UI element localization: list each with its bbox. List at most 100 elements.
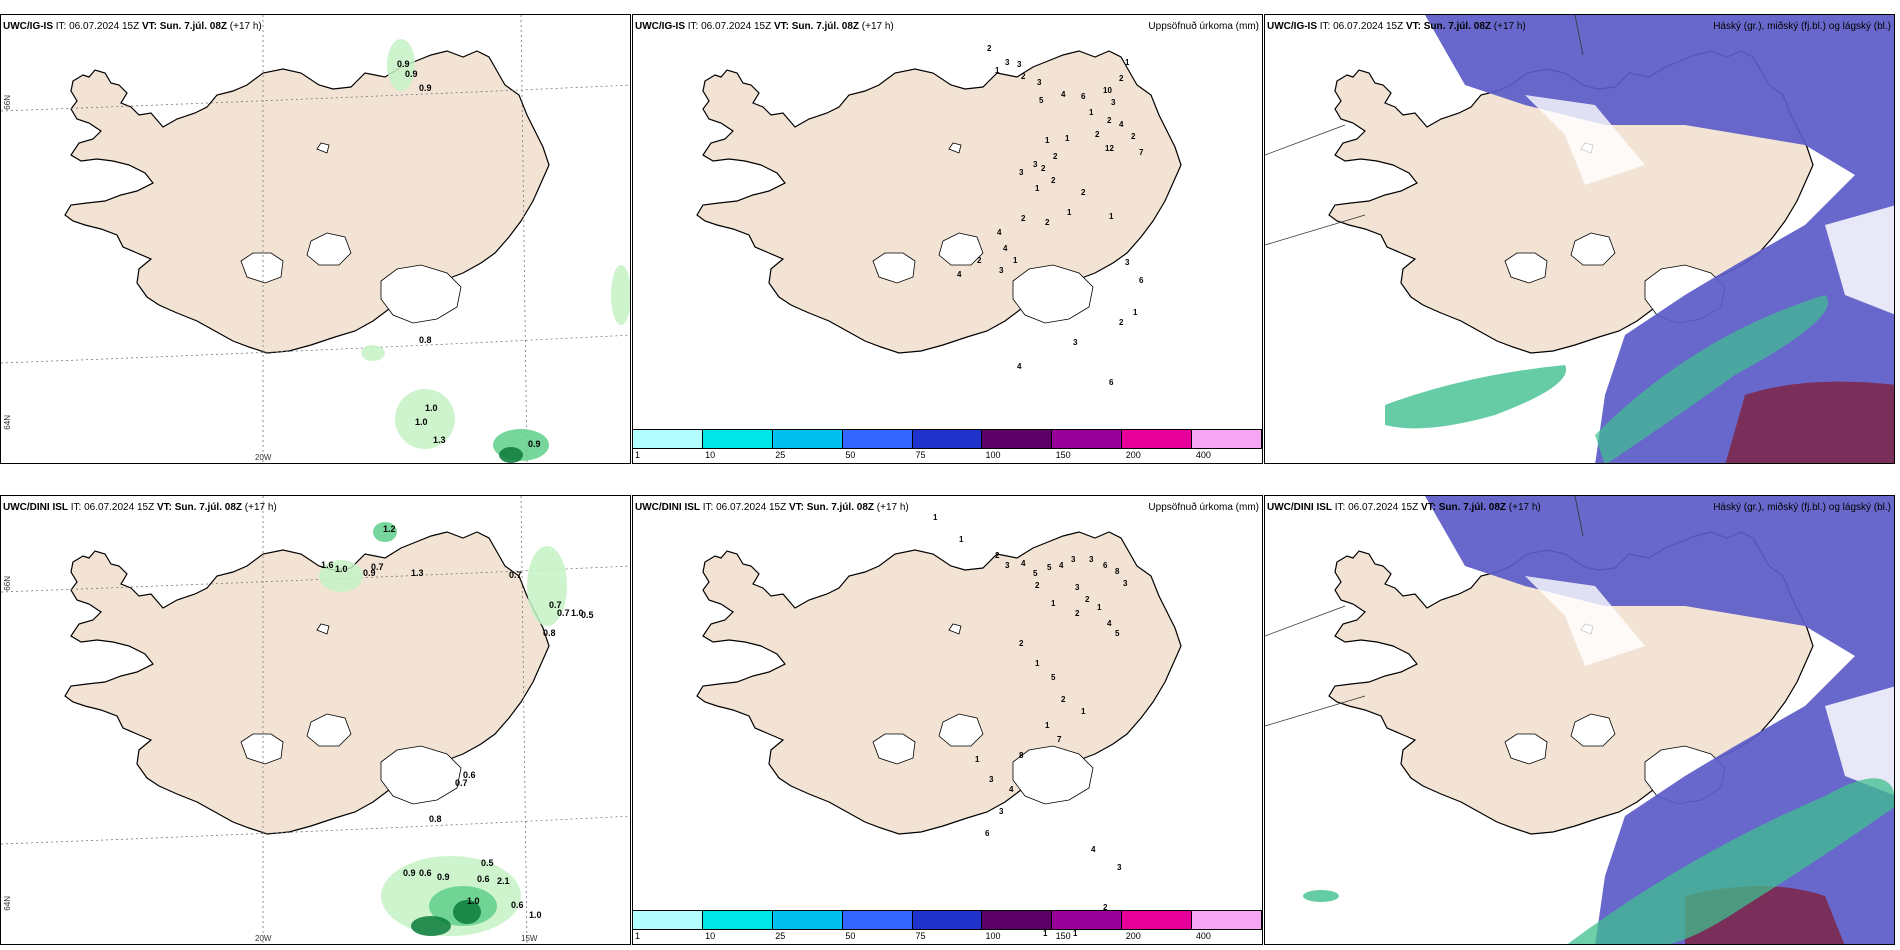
- colorbar-segment: [1052, 430, 1123, 448]
- accum-value-label: 2: [1041, 164, 1046, 173]
- model: UWC/IG-IS: [3, 21, 53, 32]
- accum-value-label: 1: [1067, 208, 1072, 217]
- accum-value-label: 1: [1065, 134, 1070, 143]
- it-value: 06.07.2024 15Z: [69, 21, 140, 32]
- accum-value-label: 3: [1019, 168, 1024, 177]
- panel-title: Háský (gr.), miðský (fj.bl.) og lágský (…: [1713, 21, 1891, 32]
- precip-value-label: 0.9: [405, 69, 418, 79]
- precip-value-label: 0.7: [509, 570, 522, 580]
- it-label: IT:: [1334, 502, 1346, 513]
- precip-value-label: 0.5: [581, 610, 594, 620]
- precip-value-label: 1.2: [383, 524, 396, 534]
- accum-value-label: 4: [1119, 120, 1124, 129]
- accum-value-label: 3: [1005, 561, 1010, 570]
- panel-header: UWC/IG-IS IT: 06.07.2024 15Z VT: Sun. 7.…: [3, 21, 262, 32]
- lat-lon-grid: [1, 496, 630, 944]
- accum-value-label: 3: [999, 807, 1004, 816]
- accum-value-label: 10: [1103, 86, 1112, 95]
- colorbar-segment: [1192, 911, 1262, 929]
- accum-value-label: 2: [1021, 214, 1026, 223]
- glacier-outline: [316, 623, 330, 635]
- accum-value-label: 1: [1035, 659, 1040, 668]
- accum-value-label: 3: [989, 775, 994, 784]
- map-basemap: [64, 531, 550, 835]
- accum-value-label: 2: [1051, 176, 1056, 185]
- colorbar-tick-label: 50: [845, 450, 856, 460]
- accum-value-label: 4: [997, 228, 1002, 237]
- vt-label: VT:: [156, 502, 172, 513]
- lead-time: (+17 h): [244, 502, 277, 513]
- glacier-outline: [938, 232, 984, 266]
- accum-value-label: 3: [1075, 583, 1080, 592]
- accum-value-label: 1: [1089, 108, 1094, 117]
- model: UWC/IG-IS: [635, 21, 685, 32]
- it-label: IT:: [70, 502, 82, 513]
- accum-value-label: 4: [1003, 244, 1008, 253]
- model: UWC/IG-IS: [1267, 21, 1317, 32]
- accum-value-label: 1: [1081, 707, 1086, 716]
- low-cloud-area: [1385, 365, 1567, 429]
- panel-ig-wind: 0.9 0.9 0.9 0.8 1.0 1.0 1.3 0.9 UWC/IG-IS IT: 06…: [0, 14, 631, 464]
- accum-value-label: 3: [999, 266, 1004, 275]
- lead-time: (+17 h): [1493, 21, 1526, 32]
- precip-value-label: 0.5: [481, 858, 494, 868]
- glacier-outline: [1504, 252, 1548, 284]
- accum-value-label: 4: [1059, 561, 1064, 570]
- accum-value-label: 1: [933, 513, 938, 522]
- accum-value-label: 3: [1017, 60, 1022, 69]
- model: UWC/DINI ISL: [1267, 502, 1332, 513]
- colorbar-tick-label: 75: [915, 450, 926, 460]
- accum-value-label: 4: [1017, 362, 1022, 371]
- precip-value-label: 0.7: [549, 600, 562, 610]
- glacier-outline: [240, 252, 284, 284]
- colorbar-segment: [633, 430, 703, 448]
- accum-value-label: 2: [1081, 188, 1086, 197]
- precip-value-label: 0.6: [463, 770, 476, 780]
- precip-values: 1.21.6 1.0 0.70.9 1.3 0.70.70.7 1.00.50.80.60…: [321, 524, 594, 920]
- precip-patches: [319, 522, 567, 936]
- lat-lon-grid: [1, 15, 630, 463]
- glacier-outline: [1504, 733, 1548, 765]
- precip-value-label: 0.9: [363, 568, 376, 578]
- accum-value-label: 1: [959, 535, 964, 544]
- precip-value-label: 1.0: [415, 417, 428, 427]
- lon-label-15w: 15W: [521, 934, 538, 943]
- colorbar-tick-label: 10: [705, 450, 716, 460]
- precip-value-label: 2.1: [497, 876, 510, 886]
- accum-value-label: 1: [1109, 212, 1114, 221]
- lead-time: (+17 h): [861, 21, 894, 32]
- accum-value-label: 2: [1061, 695, 1066, 704]
- accum-value-label: 4: [1091, 845, 1096, 854]
- accum-value-label: 5: [1039, 96, 1044, 105]
- panel-header: UWC/DINI ISL IT: 06.07.2024 15Z VT: Sun.…: [3, 502, 277, 513]
- glacier-outline: [380, 745, 462, 805]
- accum-value-label: 2: [1021, 72, 1026, 81]
- accum-value-label: 3: [1123, 579, 1128, 588]
- panel-header: UWC/DINI ISL IT: 06.07.2024 15Z VT: Sun.…: [635, 502, 909, 513]
- map-canvas: 1.21.6 1.0 0.70.9 1.3 0.70.70.7 1.00.50.80.60…: [1, 496, 630, 944]
- accum-value-label: 2: [1085, 595, 1090, 604]
- precip-value-label: 1.0: [467, 896, 480, 906]
- accum-value-label: 5: [1051, 673, 1056, 682]
- accum-value-label: 6: [985, 829, 990, 838]
- precip-value-label: 1.0: [335, 564, 348, 574]
- precip-value-label: 0.6: [419, 868, 432, 878]
- precip-colorbar: [633, 429, 1262, 449]
- accum-value-label: 2: [1075, 609, 1080, 618]
- colorbar-tick-label: 100: [985, 450, 1001, 460]
- accum-value-label: 4: [957, 270, 962, 279]
- colorbar-segment: [702, 430, 773, 448]
- accum-value-label: 2: [1045, 218, 1050, 227]
- accum-value-label: 5: [1047, 563, 1052, 572]
- accum-value-label: 3: [1037, 78, 1042, 87]
- accum-value-label: 2: [1107, 116, 1112, 125]
- accum-value-label: 4: [1021, 559, 1026, 568]
- vt-label: VT:: [773, 21, 789, 32]
- map-canvas: [1265, 15, 1894, 463]
- glacier-outline: [872, 733, 916, 765]
- lon-label-20w: 20W: [255, 453, 272, 462]
- cloud-layers: [1265, 496, 1894, 944]
- accum-value-label: 1: [1125, 58, 1130, 67]
